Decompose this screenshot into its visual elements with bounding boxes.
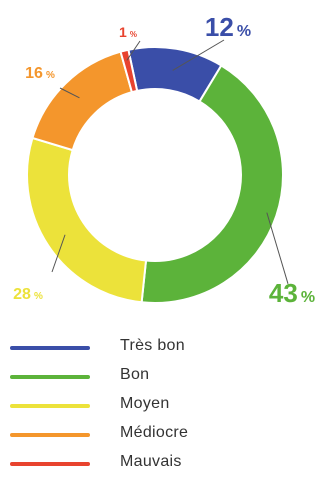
legend-label: Moyen <box>120 395 170 412</box>
legend-label: Très bon <box>120 337 185 354</box>
legend-item-0: Très bon <box>0 335 326 364</box>
legend-swatch <box>10 404 90 408</box>
legend-item-3: Médiocre <box>0 422 326 451</box>
legend: Très bon Bon Moyen Médiocre Mauvais <box>0 335 326 480</box>
leader-line-1 <box>266 212 289 284</box>
donut-slice-1 <box>140 64 284 304</box>
legend-swatch <box>10 433 90 437</box>
value-label-3: 16% <box>25 65 55 82</box>
value-label-1: 43% <box>269 278 315 308</box>
legend-label: Médiocre <box>120 424 189 441</box>
leader-line-4 <box>126 40 141 61</box>
legend-label: Mauvais <box>120 453 182 470</box>
legend-swatch <box>10 462 90 466</box>
value-label-4: 1% <box>119 24 137 40</box>
donut-slice-4 <box>119 48 139 94</box>
leader-line-2 <box>51 234 66 273</box>
leader-line-0 <box>172 39 225 71</box>
legend-swatch <box>10 375 90 379</box>
leader-line-3 <box>59 87 80 99</box>
legend-swatch <box>10 346 90 350</box>
value-label-0: 12% <box>205 12 251 42</box>
donut-slice-3 <box>31 50 134 152</box>
legend-label: Bon <box>120 366 150 383</box>
donut-slice-2 <box>26 136 148 304</box>
value-label-2: 28% <box>13 286 43 303</box>
donut-chart: 12 % 43 % 28 % 16 % 1% <box>13 12 315 308</box>
legend-item-4: Mauvais <box>0 451 326 480</box>
legend-item-1: Bon <box>0 364 326 393</box>
legend-item-2: Moyen <box>0 393 326 422</box>
